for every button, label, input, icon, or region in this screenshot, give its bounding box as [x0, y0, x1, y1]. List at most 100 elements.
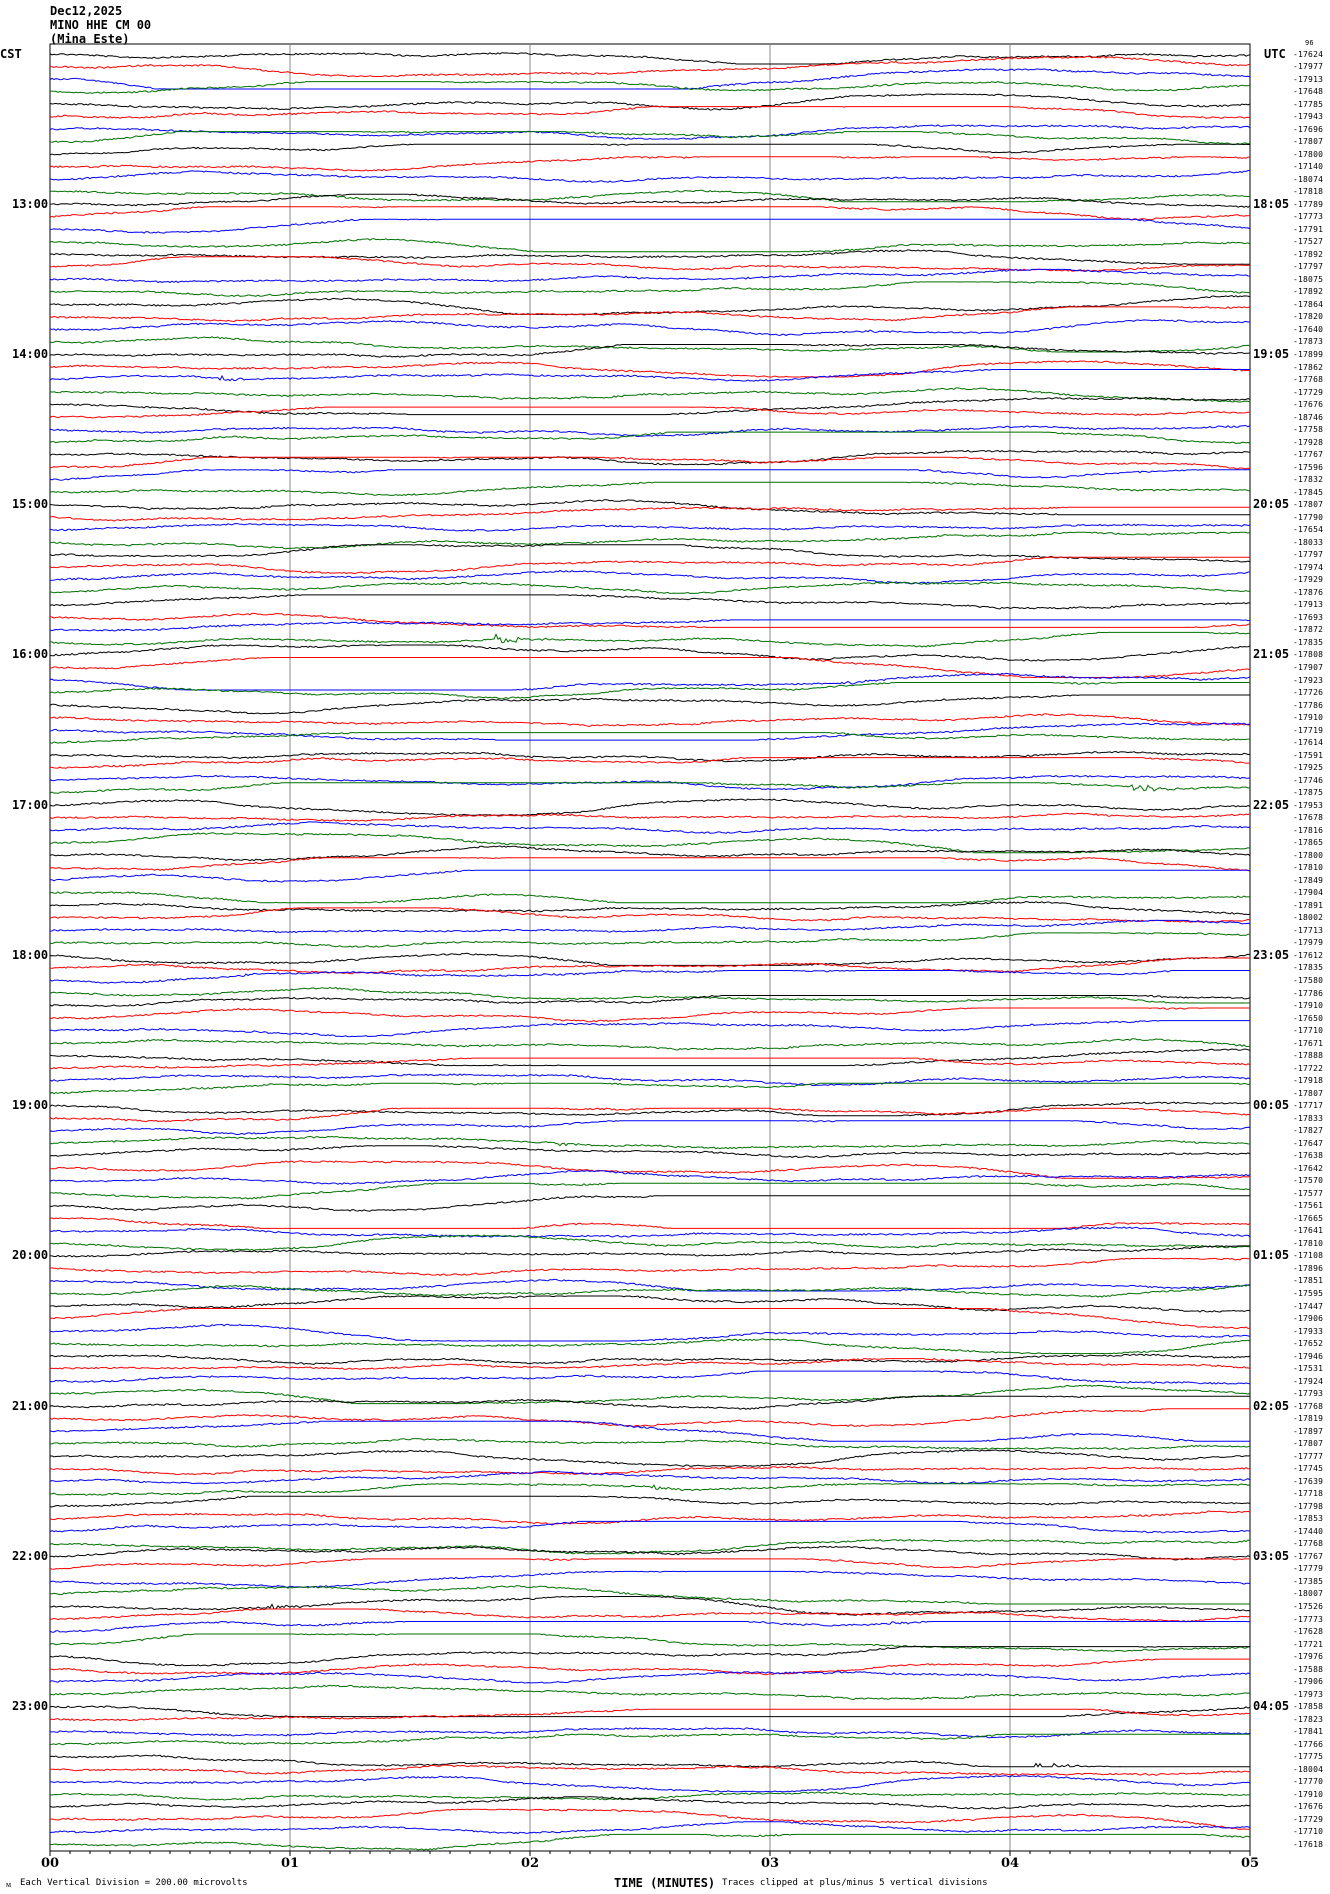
row-offset-label: -18746: [1293, 412, 1324, 422]
row-offset-label: -17974: [1293, 562, 1324, 572]
seismic-trace: [49, 1708, 1251, 1722]
row-offset-label: -17913: [1293, 74, 1324, 84]
row-offset-label: -17904: [1293, 888, 1324, 898]
row-offset-label: -17108: [1293, 1251, 1324, 1261]
seismic-trace: [49, 1727, 1251, 1739]
row-offset-label: -17591: [1293, 750, 1324, 760]
seismic-trace: [49, 932, 1251, 948]
row-offset-label: -17979: [1293, 938, 1324, 948]
seismic-trace: [49, 481, 1251, 497]
seismic-trace: [49, 569, 1251, 585]
row-offset-label: -17671: [1293, 1038, 1324, 1048]
seismic-trace: [49, 594, 1251, 610]
row-offset-label: -17807: [1293, 1439, 1324, 1449]
seismic-trace: [49, 1545, 1251, 1561]
seismic-trace: [49, 1082, 1251, 1095]
seismic-trace: [49, 1791, 1251, 1801]
seismic-trace: [49, 1833, 1251, 1851]
row-offset-label: -18004: [1293, 1764, 1324, 1774]
row-offset-label: -17624: [1293, 49, 1324, 59]
station-location: (Mina Este): [50, 32, 130, 46]
seismic-trace: [49, 1608, 1251, 1623]
x-tick-label: 04: [1000, 1856, 1020, 1871]
row-offset-label: -17864: [1293, 299, 1324, 309]
row-offset-label: -17745: [1293, 1464, 1324, 1474]
seismic-trace: [49, 1633, 1251, 1652]
row-offset-label: -17713: [1293, 925, 1324, 935]
row-offset-label: -17798: [1293, 1501, 1324, 1511]
row-offset-label: -18007: [1293, 1589, 1324, 1599]
seismic-trace: [49, 750, 1251, 763]
row-offset-label: -17807: [1293, 500, 1324, 510]
seismic-trace: [49, 1007, 1250, 1023]
right-hour-label: 04:05: [1253, 1699, 1290, 1714]
x-tick-label: 00: [40, 1856, 60, 1871]
seismic-trace: [49, 124, 1251, 140]
x-tick-label: 02: [520, 1856, 540, 1871]
seismic-trace: [49, 106, 1251, 119]
row-offset-label: -17910: [1293, 1789, 1324, 1799]
seismic-trace: [49, 189, 1251, 203]
seismic-trace: [49, 681, 1250, 700]
seismic-trace: [49, 1323, 1251, 1342]
seismic-trace: [49, 1420, 1250, 1442]
row-offset-label: -17654: [1293, 525, 1324, 535]
row-offset-label: -17907: [1293, 662, 1324, 672]
row-offset-label: -17875: [1293, 788, 1324, 798]
row-offset-label: -17827: [1293, 1126, 1324, 1136]
seismic-trace: [49, 986, 1250, 1004]
seismic-trace: [50, 1234, 1251, 1252]
seismic-trace: [49, 456, 1251, 470]
row-offset-label: -17676: [1293, 1802, 1324, 1812]
row-offset-label: -17767: [1293, 1551, 1324, 1561]
row-offset-label: -17807: [1293, 137, 1324, 147]
row-offset-label: -17976: [1293, 1652, 1324, 1662]
row-offset-label: -17841: [1293, 1727, 1324, 1737]
row-offset-label: -17561: [1293, 1201, 1324, 1211]
row-offset-label: -17526: [1293, 1601, 1324, 1611]
seismic-trace: [49, 1048, 1251, 1067]
row-offset-label: -17766: [1293, 1739, 1324, 1749]
seismic-trace: [50, 1257, 1251, 1276]
row-offset-label: -17793: [1293, 1389, 1324, 1399]
row-offset-label: -17923: [1293, 675, 1324, 685]
seismic-trace: [49, 143, 1250, 156]
seismic-trace: [49, 306, 1251, 323]
seismic-trace: [49, 644, 1251, 662]
seismic-trace: [49, 52, 1251, 65]
row-offset-label: -17797: [1293, 550, 1324, 560]
row-offset-label: -17823: [1293, 1714, 1324, 1724]
row-offset-label: -17891: [1293, 900, 1324, 910]
row-offset-label: -17746: [1293, 775, 1324, 785]
row-offset-label: -17820: [1293, 312, 1324, 322]
seismic-trace: [49, 522, 1251, 532]
row-offset-label: -17800: [1293, 850, 1324, 860]
seismic-trace: [49, 469, 1250, 481]
seismic-trace: [49, 757, 1251, 769]
row-offset-label: -17773: [1293, 212, 1324, 222]
seismic-trace: [49, 1307, 1251, 1329]
x-tick-label: 03: [760, 1856, 780, 1871]
row-offset-label: -17913: [1293, 600, 1324, 610]
row-offset-label: -17897: [1293, 1426, 1324, 1436]
seismic-trace: [49, 1101, 1251, 1117]
row-offset-label: -17789: [1293, 199, 1324, 209]
right-hour-label: 18:05: [1253, 196, 1290, 211]
row-offset-label: -17910: [1293, 1001, 1324, 1011]
seismic-trace: [49, 907, 1251, 923]
row-offset-label: -17810: [1293, 863, 1324, 873]
seismic-trace: [49, 1284, 1251, 1298]
left-hour-label: 16:00: [12, 647, 49, 662]
seismic-trace: [49, 1057, 1251, 1070]
right-hour-label: 03:05: [1253, 1548, 1290, 1563]
seismic-trace: [50, 295, 1251, 315]
row-offset-label: -17639: [1293, 1476, 1324, 1486]
row-offset-label: -17722: [1293, 1063, 1324, 1073]
seismic-trace: [49, 631, 1251, 648]
seismic-trace: [49, 1245, 1250, 1258]
row-offset-label: -17531: [1293, 1364, 1324, 1374]
row-offset-label: -17758: [1293, 425, 1324, 435]
seismic-trace: [49, 1438, 1251, 1451]
seismic-trace: [49, 1358, 1251, 1370]
